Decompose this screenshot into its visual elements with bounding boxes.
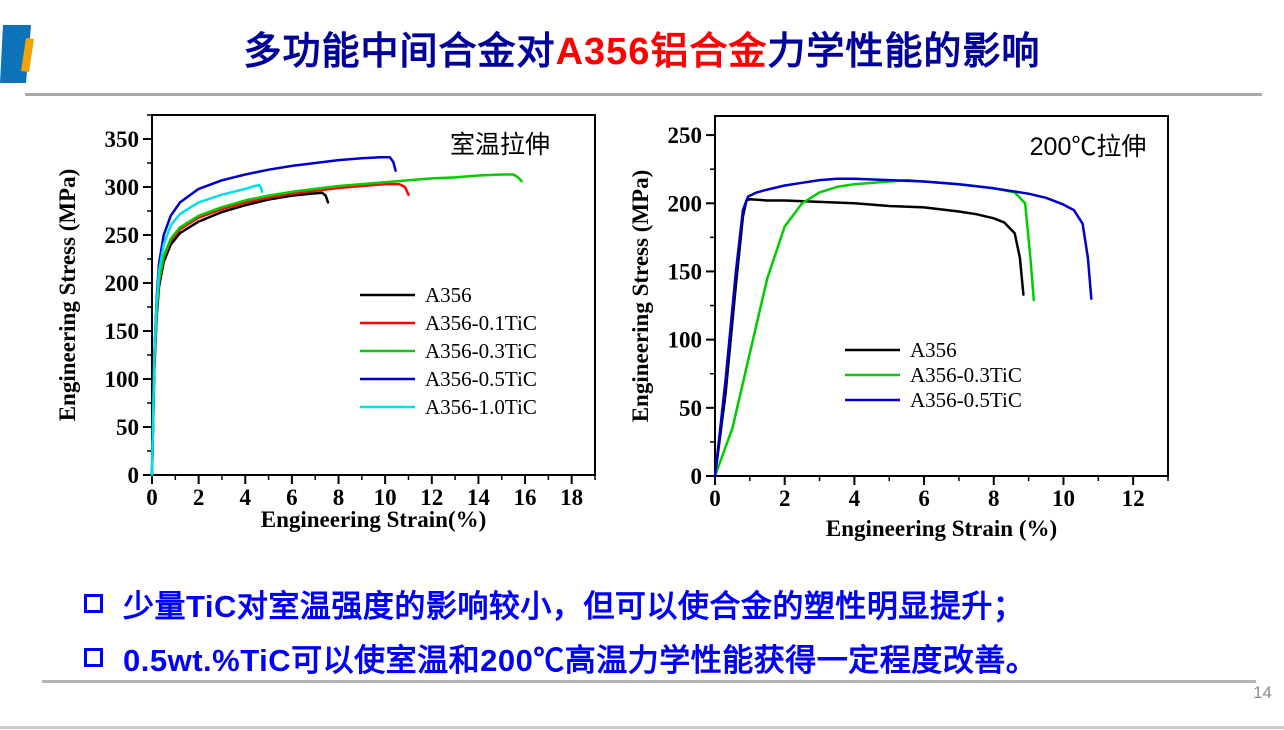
y-tick-label: 0: [128, 463, 140, 488]
square-bullet-icon: [84, 593, 103, 613]
x-tick-label: 8: [333, 485, 345, 510]
legend-label-A356-0.3TiC: A356-0.3TiC: [425, 339, 537, 363]
page-title: 多功能中间合金对A356铝合金力学性能的影响: [244, 20, 1041, 75]
series-curve-A356-0.5TiC: [713, 177, 1093, 478]
bullet-text: 少量TiC对室温强度的影响较小，但可以使合金的塑性明显提升；: [123, 588, 1025, 624]
x-tick-label: 6: [286, 485, 298, 510]
x-tick-label: 10: [374, 485, 397, 510]
plot-frame: [151, 114, 596, 476]
plot-frame: [714, 115, 1169, 477]
series-curve-A356-0.5TiC: [150, 155, 397, 477]
x-tick-label: 8: [988, 486, 1000, 511]
series-curve-A356-1.0TiC: [150, 183, 264, 477]
y-tick-label: 150: [668, 259, 703, 284]
legend-label-A356: A356: [910, 338, 957, 362]
page-number: 14: [1253, 683, 1272, 702]
footer-divider-line: [42, 680, 1256, 683]
square-bullet-icon: [84, 647, 103, 667]
x-tick-label: 10: [1052, 486, 1075, 511]
y-tick-label: 200: [105, 271, 140, 296]
legend-label-A356: A356: [425, 283, 472, 307]
slide-header: 多功能中间合金对A356铝合金力学性能的影响: [0, 16, 1284, 78]
legend-label-A356-0.5TiC: A356-0.5TiC: [425, 367, 537, 391]
y-tick-label: 150: [105, 319, 140, 344]
title-segment-highlight: A356铝合金: [555, 30, 768, 73]
room-temperature-tensile-chart: 0 2 4 6 8 10 12 14 16 18 0 50 100 150 200 250 300 350 A356…: [55, 114, 596, 532]
title-segment-main-2: 力学性能的影响: [767, 30, 1041, 73]
y-tick-label: 50: [116, 415, 139, 440]
x-tick-label: 18: [560, 485, 583, 510]
chart-annotation: 室温拉伸: [450, 131, 550, 159]
series-curve-A356: [713, 197, 1025, 478]
x-tick-label: 12: [1122, 486, 1145, 511]
x-tick-label: 12: [420, 485, 443, 510]
y-tick-label: 350: [105, 127, 140, 152]
bullet-text: 0.5wt.%TiC可以使室温和200℃高温力学性能获得一定程度改善。: [123, 642, 1038, 678]
y-tick-label: 250: [105, 223, 140, 248]
y-tick-label: 100: [668, 328, 703, 353]
bullet-item: 0.5wt.%TiC可以使室温和200℃高温力学性能获得一定程度改善。: [84, 630, 1234, 684]
y-tick-label: 200: [668, 191, 703, 216]
x-tick-label: 4: [849, 486, 861, 511]
bullet-item: 少量TiC对室温强度的影响较小，但可以使合金的塑性明显提升；: [84, 576, 1234, 630]
y-tick-label: 250: [668, 123, 703, 148]
series-curve-A356: [150, 191, 330, 477]
high-temperature-tensile-chart: 0 2 4 6 8 10 12 0 50 100 150 200 250 A356A356-0.3TiCA…: [630, 115, 1169, 541]
conclusion-bullets: 少量TiC对室温强度的影响较小，但可以使合金的塑性明显提升； 0.5wt.%Ti…: [84, 576, 1234, 684]
y-tick-label: 50: [679, 396, 702, 421]
x-axis-title: Engineering Strain (%): [826, 516, 1057, 541]
legend-label-A356-0.1TiC: A356-0.1TiC: [425, 311, 537, 335]
yellow-bar-shape: [21, 38, 34, 72]
x-tick-label: 14: [467, 485, 491, 510]
bottom-edge-line: [0, 726, 1284, 729]
x-tick-label: 2: [779, 486, 791, 511]
y-tick-label: 300: [105, 175, 140, 200]
series-curve-A356-0.3TiC: [713, 178, 1036, 478]
x-tick-label: 6: [918, 486, 930, 511]
y-tick-label: 100: [105, 367, 140, 392]
x-tick-label: 0: [146, 485, 158, 510]
legend-label-A356-0.3TiC: A356-0.3TiC: [910, 363, 1022, 387]
y-axis-title: Engineering Stress (MPa): [55, 169, 80, 422]
x-tick-label: 2: [193, 485, 205, 510]
chart-annotation: 200℃拉伸: [1030, 133, 1147, 161]
y-axis-title: Engineering Stress (MPa): [630, 170, 653, 423]
series-curve-A356-0.3TiC: [150, 173, 523, 477]
x-axis-title: Engineering Strain(%): [261, 507, 487, 532]
slide-corner-decoration: [0, 25, 34, 83]
legend-label-A356-0.5TiC: A356-0.5TiC: [910, 388, 1022, 412]
title-segment-main-1: 多功能中间合金对: [243, 30, 556, 73]
x-tick-label: 4: [240, 485, 252, 510]
y-tick-label: 0: [691, 464, 703, 489]
legend-label-A356-1.0TiC: A356-1.0TiC: [425, 395, 537, 419]
x-tick-label: 0: [709, 486, 721, 511]
header-divider-line: [25, 93, 1262, 96]
x-tick-label: 16: [514, 485, 537, 510]
